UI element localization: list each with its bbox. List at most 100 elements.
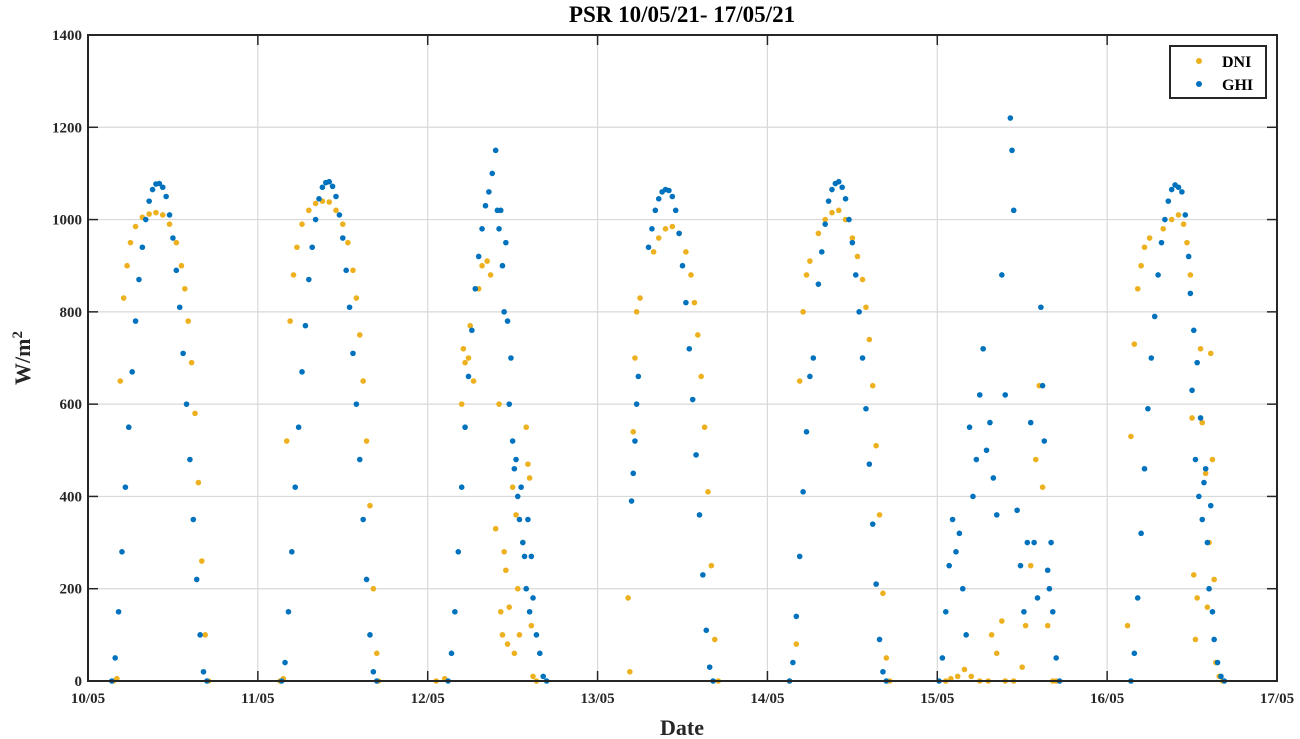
ghi-point bbox=[129, 369, 135, 375]
ghi-point bbox=[183, 401, 190, 407]
ghi-point bbox=[873, 581, 879, 587]
dni-point bbox=[803, 272, 810, 278]
ghi-point bbox=[492, 147, 499, 154]
ghi-point bbox=[336, 212, 343, 218]
x-tick-label: 12/05 bbox=[411, 691, 445, 707]
ghi-point bbox=[1041, 438, 1048, 444]
ghi-point bbox=[504, 318, 511, 324]
ghi-point bbox=[825, 198, 832, 204]
ghi-point bbox=[1199, 516, 1206, 523]
dni-point bbox=[326, 199, 332, 205]
dni-point bbox=[1022, 622, 1029, 629]
dni-point bbox=[185, 318, 192, 324]
dni-point bbox=[873, 442, 879, 449]
dni-point bbox=[1033, 456, 1039, 463]
dni-point bbox=[1209, 456, 1216, 463]
ghi-point bbox=[835, 178, 842, 185]
dni-point bbox=[1124, 622, 1131, 629]
ghi-point bbox=[360, 516, 366, 523]
ghi-point bbox=[703, 627, 710, 634]
dni-point bbox=[694, 332, 701, 338]
plot-frame bbox=[87, 34, 1278, 682]
ghi-point bbox=[353, 401, 360, 407]
dni-point bbox=[333, 207, 339, 214]
dni-point bbox=[497, 608, 504, 615]
dni-point bbox=[514, 585, 521, 592]
dni-point bbox=[339, 221, 346, 227]
dni-point bbox=[124, 262, 130, 269]
legend-marker-ghi bbox=[1196, 81, 1202, 87]
ghi-point bbox=[676, 230, 682, 237]
ghi-point bbox=[115, 608, 122, 615]
ghi-point bbox=[497, 207, 504, 214]
dni-point bbox=[1211, 576, 1217, 583]
dni-point bbox=[968, 673, 975, 680]
ghi-point bbox=[630, 470, 637, 477]
ghi-point bbox=[1182, 212, 1189, 218]
dni-point bbox=[1146, 235, 1153, 241]
ghi-point bbox=[849, 239, 856, 246]
dni-point bbox=[1202, 470, 1209, 477]
ghi-point bbox=[1214, 659, 1221, 666]
ghi-point bbox=[1155, 272, 1161, 278]
ghi-point bbox=[1204, 539, 1211, 546]
dni-point bbox=[501, 549, 507, 555]
dni-point bbox=[492, 525, 499, 532]
dni-point bbox=[822, 216, 828, 223]
ghi-point bbox=[1162, 216, 1168, 223]
series-dni bbox=[110, 198, 1226, 684]
ghi-point bbox=[1134, 595, 1141, 601]
ghi-point bbox=[815, 281, 822, 287]
dni-point bbox=[367, 502, 373, 509]
ghi-point bbox=[652, 207, 659, 214]
dni-point bbox=[1131, 341, 1138, 347]
ghi-point bbox=[316, 196, 322, 202]
ghi-point bbox=[1034, 595, 1041, 601]
ghi-point bbox=[125, 424, 132, 431]
ghi-point bbox=[973, 456, 980, 463]
ghi-point bbox=[628, 498, 635, 504]
dni-point bbox=[662, 226, 669, 232]
ghi-point bbox=[200, 668, 207, 675]
dni-point bbox=[287, 318, 293, 324]
dni-point bbox=[849, 235, 856, 241]
ghi-point bbox=[1046, 585, 1053, 592]
dni-point bbox=[880, 590, 886, 597]
dni-point bbox=[800, 309, 806, 315]
dni-point bbox=[869, 382, 876, 389]
y-axis-label-superscript: 2 bbox=[10, 331, 26, 339]
ghi-point bbox=[1187, 290, 1194, 297]
ghi-point bbox=[1194, 359, 1200, 366]
dni-point bbox=[312, 200, 319, 207]
dni-point bbox=[465, 355, 472, 361]
x-tick-label: 10/05 bbox=[71, 691, 105, 707]
dni-point bbox=[625, 595, 631, 601]
ghi-point bbox=[309, 244, 316, 251]
dni-point bbox=[525, 461, 531, 467]
ghi-point bbox=[163, 193, 169, 200]
ghi-point bbox=[520, 539, 526, 546]
dni-point bbox=[1039, 484, 1046, 491]
dni-point bbox=[1019, 664, 1026, 670]
ghi-point bbox=[1024, 539, 1031, 546]
ghi-point bbox=[876, 636, 883, 643]
dni-point bbox=[1180, 221, 1187, 227]
dni-point bbox=[1199, 419, 1206, 426]
ghi-point bbox=[516, 516, 523, 523]
ghi-point bbox=[523, 585, 530, 592]
dni-point bbox=[523, 424, 530, 431]
dni-point bbox=[503, 567, 509, 574]
ghi-point bbox=[367, 632, 373, 638]
dni-point bbox=[496, 401, 502, 407]
dni-point bbox=[829, 209, 835, 216]
y-tick-label: 200 bbox=[60, 582, 83, 598]
ghi-point bbox=[458, 484, 465, 491]
dni-point bbox=[988, 632, 995, 638]
ghi-point bbox=[156, 180, 163, 187]
ghi-point bbox=[1138, 530, 1144, 537]
dni-point bbox=[484, 258, 490, 264]
y-tick-label: 600 bbox=[60, 397, 83, 413]
dni-point bbox=[1190, 572, 1197, 578]
ghi-point bbox=[942, 608, 949, 615]
ghi-point bbox=[173, 267, 180, 274]
